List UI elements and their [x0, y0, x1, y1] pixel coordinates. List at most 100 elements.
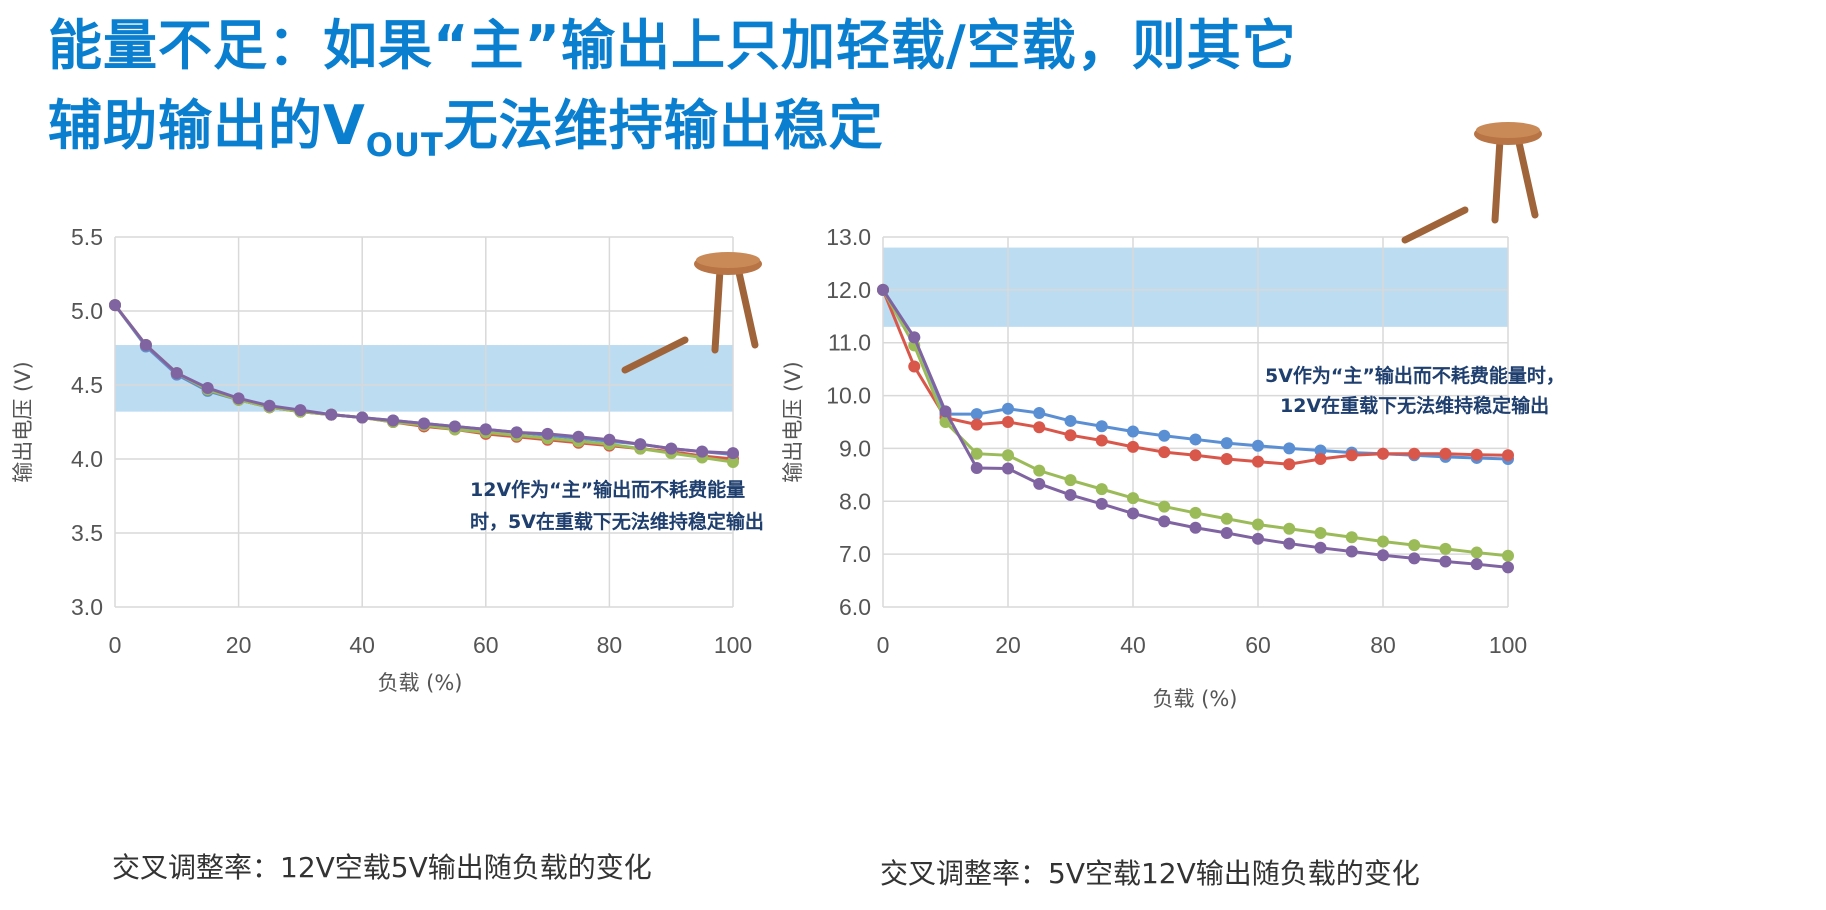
data-point — [1189, 506, 1202, 519]
broken-stool-icon — [1401, 122, 1542, 244]
data-point — [908, 331, 921, 344]
target-band — [883, 247, 1508, 327]
data-point — [1283, 522, 1296, 535]
data-point — [1127, 440, 1139, 453]
data-point — [510, 426, 523, 439]
data-point — [877, 283, 889, 296]
chart-annotation: 12V在重载下无法维持稳定输出 — [1280, 394, 1549, 417]
data-point — [1377, 549, 1389, 562]
data-point — [1377, 447, 1389, 460]
x-tick-label: 40 — [349, 632, 375, 658]
x-tick-label: 0 — [109, 632, 122, 658]
data-point — [1345, 545, 1358, 558]
y-tick-label: 6.0 — [839, 594, 871, 620]
y-tick-label: 7.0 — [839, 541, 871, 567]
data-point — [1502, 449, 1514, 462]
stool-broken-leg — [621, 336, 689, 374]
data-point — [1314, 527, 1327, 539]
data-point — [1095, 420, 1108, 433]
data-point — [1470, 448, 1483, 461]
y-tick-label: 12.0 — [826, 277, 871, 303]
data-point — [1158, 429, 1171, 442]
x-axis-label: 负载 (%) — [377, 671, 462, 695]
title-line-2-pre: 辅助输出的V — [48, 94, 366, 157]
data-point — [1064, 429, 1077, 442]
data-point — [970, 408, 983, 421]
data-point — [1095, 434, 1108, 447]
data-point — [727, 447, 739, 460]
data-point — [1502, 561, 1514, 574]
y-tick-label: 9.0 — [839, 435, 871, 461]
data-point — [1095, 497, 1108, 510]
data-point — [1127, 425, 1139, 438]
data-point — [232, 392, 245, 405]
broken-stool-icon — [621, 252, 762, 374]
stool-leg — [711, 266, 724, 354]
title-line-2-post: 无法维持输出稳定 — [443, 94, 884, 157]
data-point — [1095, 483, 1108, 496]
data-point — [170, 367, 183, 380]
data-point — [1127, 507, 1139, 520]
y-axis-label: 输出电压 (V) — [781, 361, 805, 482]
stool-seat-top — [696, 252, 760, 268]
x-tick-label: 60 — [473, 632, 499, 658]
data-point — [1220, 512, 1233, 525]
x-tick-label: 60 — [1245, 632, 1271, 658]
data-point — [970, 461, 983, 474]
data-point — [1189, 521, 1202, 534]
data-point — [139, 339, 152, 352]
data-point — [1314, 453, 1327, 465]
chart-annotation: 5V作为“主”输出而不耗费能量时， — [1265, 364, 1565, 387]
data-point — [1033, 421, 1046, 434]
x-tick-label: 80 — [597, 632, 623, 658]
data-point — [696, 445, 709, 458]
chart-left: 3.0 3.5 4.0 4.5 5.0 5.5 0 20 40 60 80 100 负载 (%) 输出电压… — [11, 224, 764, 695]
x-tick-label: 20 — [995, 632, 1021, 658]
data-point — [970, 447, 983, 460]
data-point — [109, 299, 121, 312]
x-tick-label: 40 — [1120, 632, 1146, 658]
stool-seat-top — [1476, 122, 1540, 138]
data-point — [1439, 542, 1452, 555]
data-point — [1470, 546, 1483, 559]
data-point — [1283, 458, 1296, 471]
data-point — [1408, 539, 1421, 552]
data-point — [1470, 558, 1483, 571]
stool-leg — [1491, 136, 1504, 224]
data-point — [479, 423, 492, 436]
data-point — [294, 404, 307, 417]
chart-annotation: 时，5V在重载下无法维持稳定输出 — [470, 510, 764, 533]
data-point — [1189, 433, 1202, 446]
data-point — [263, 399, 276, 412]
data-point — [1314, 541, 1327, 554]
data-point — [1002, 416, 1014, 428]
x-axis-label: 负载 (%) — [1152, 687, 1237, 711]
data-point — [1033, 407, 1046, 420]
data-point — [1252, 532, 1264, 545]
y-axis-label: 输出电压 (V) — [11, 361, 35, 482]
chart-right: 6.0 7.0 8.0 9.0 10.0 11.0 12.0 13.0 0 20 40 60 80 100… — [781, 122, 1565, 711]
data-point — [634, 438, 647, 451]
data-point — [1252, 455, 1264, 468]
data-point — [1002, 449, 1014, 462]
data-point — [325, 408, 338, 421]
data-point — [727, 455, 739, 468]
data-point — [1314, 444, 1327, 457]
title-line-1: 能量不足：如果“主”输出上只加轻载/空载，则其它 — [48, 14, 1297, 77]
data-point — [1377, 535, 1389, 548]
y-tick-label: 5.0 — [71, 298, 103, 324]
stool-leg — [1514, 134, 1539, 219]
data-point — [1002, 402, 1014, 415]
slide-title: 能量不足：如果“主”输出上只加轻载/空载，则其它 辅助输出的VOUT无法维持输出… — [48, 6, 1297, 185]
data-point — [418, 417, 430, 430]
data-point — [1252, 439, 1264, 452]
data-point — [1064, 488, 1077, 501]
data-point — [572, 430, 585, 443]
data-point — [1127, 492, 1139, 505]
stool-broken-leg — [1401, 206, 1469, 244]
stool-leg — [734, 264, 759, 349]
data-point — [1408, 447, 1421, 460]
y-tick-label: 11.0 — [828, 330, 871, 356]
data-point — [448, 420, 461, 433]
caption-right: 交叉调整率：5V空载12V输出随负载的变化 — [880, 857, 1420, 890]
